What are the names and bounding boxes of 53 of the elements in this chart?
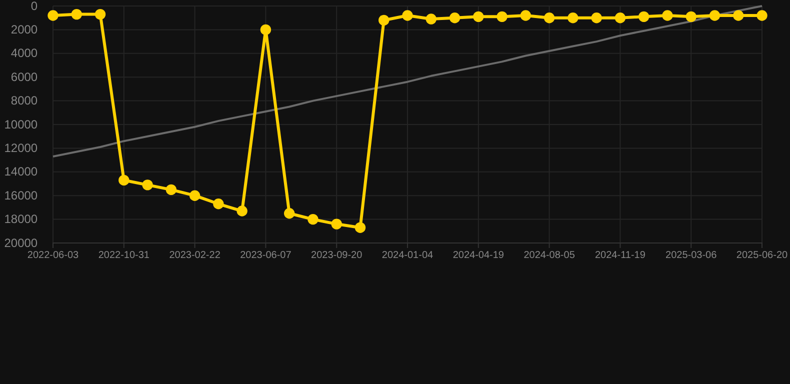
y-tick-label: 4000 xyxy=(10,46,38,60)
x-tick-label: 2025-03-06 xyxy=(666,250,718,262)
y-tick-label: 8000 xyxy=(10,94,38,108)
x-tick-label: 2023-02-22 xyxy=(169,250,221,262)
point xyxy=(591,12,602,24)
x-tick-label: 2024-08-05 xyxy=(524,250,576,262)
point xyxy=(756,10,768,21)
x-tick-label: 2023-09-20 xyxy=(311,250,363,262)
y-tick-label: 12000 xyxy=(4,141,38,156)
point xyxy=(568,12,578,24)
point xyxy=(260,24,272,36)
point xyxy=(733,10,744,21)
point xyxy=(473,11,484,22)
point xyxy=(662,10,673,21)
x-tick-label: 2024-04-19 xyxy=(452,250,504,262)
point xyxy=(142,180,153,190)
point xyxy=(213,198,224,210)
x-tick-label: 2025-06-20 xyxy=(736,250,788,262)
point xyxy=(496,11,508,22)
y-tick-label: 6000 xyxy=(10,70,38,84)
point xyxy=(48,10,58,21)
x-tick-label: 2024-01-04 xyxy=(382,250,434,262)
point xyxy=(544,12,555,24)
y-tick-label: 0 xyxy=(30,0,38,13)
x-tick-label: 2023-06-07 xyxy=(240,250,292,262)
y-tick-label: 14000 xyxy=(4,164,38,179)
x-tick-label: 2022-06-03 xyxy=(27,250,80,262)
point xyxy=(378,14,390,26)
point xyxy=(331,218,342,230)
point xyxy=(166,184,177,196)
y-tick-label: 16000 xyxy=(4,188,38,202)
point xyxy=(308,214,318,225)
y-tick-label: 20000 xyxy=(4,236,38,250)
point xyxy=(614,12,626,24)
y-tick-label: 10000 xyxy=(4,117,38,132)
point xyxy=(284,208,295,219)
point xyxy=(520,10,532,21)
point xyxy=(638,11,650,22)
point xyxy=(118,174,130,186)
x-tick-label: 2024-11-19 xyxy=(594,250,646,262)
point xyxy=(189,190,200,201)
point xyxy=(449,12,460,24)
point xyxy=(354,222,366,233)
point xyxy=(402,10,413,21)
y-tick-label: 18000 xyxy=(4,212,38,226)
x-tick-label: 2022-10-31 xyxy=(98,250,150,262)
point xyxy=(686,11,696,22)
point xyxy=(709,10,720,21)
point xyxy=(94,8,106,20)
y-tick-label: 2000 xyxy=(10,22,38,37)
point xyxy=(236,206,248,216)
point xyxy=(426,14,436,24)
point xyxy=(71,8,82,20)
